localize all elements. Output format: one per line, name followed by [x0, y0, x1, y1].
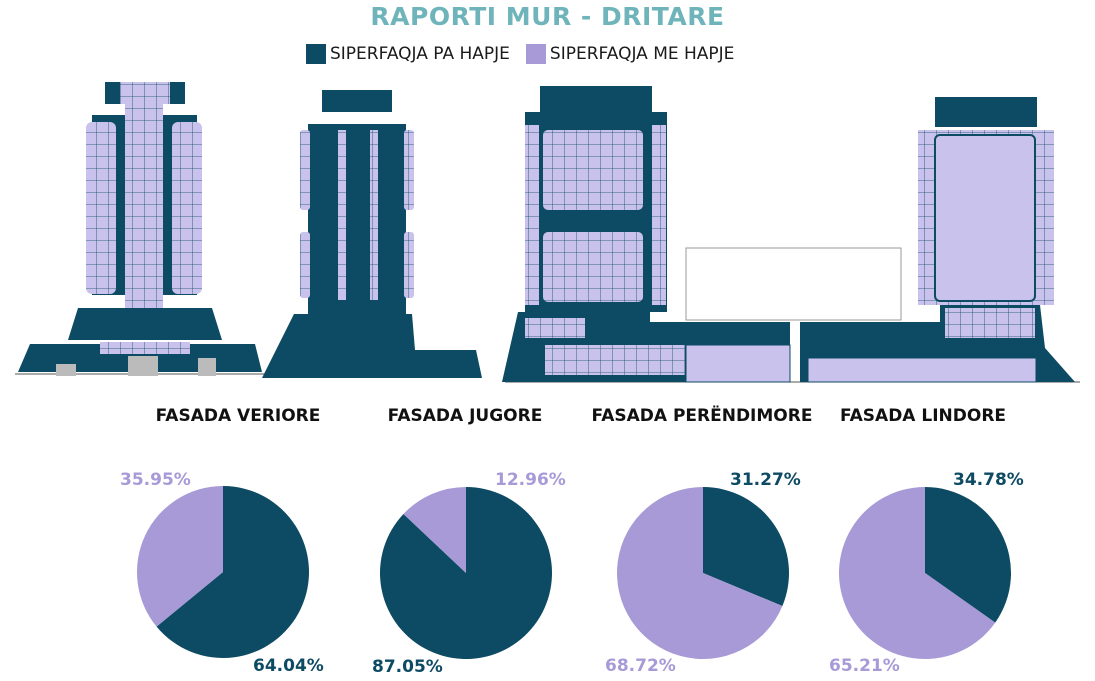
- pie-east-slice-opening: [839, 487, 996, 659]
- legend: SIPERFAQJA PA HAPJE SIPERFAQJA ME HAPJE: [306, 44, 750, 64]
- pie-west-slice-opening: [617, 487, 783, 659]
- facade-south-drawing: [262, 90, 482, 378]
- pie-south-slice-wall: [380, 487, 552, 659]
- pie-west-label-wall: 31.27%: [730, 470, 801, 490]
- pie-south-label-opening: 12.96%: [495, 470, 566, 490]
- facade-title-east: FASADA LINDORE: [839, 406, 1007, 426]
- legend-item-opening: SIPERFAQJA ME HAPJE: [525, 44, 735, 64]
- legend-swatch-wall: [306, 44, 326, 64]
- facade-east-drawing: [800, 97, 1075, 383]
- legend-label-wall: SIPERFAQJA PA HAPJE: [330, 44, 510, 64]
- chart-title: RAPORTI MUR - DRITARE: [370, 2, 725, 31]
- pie-south-label-wall: 87.05%: [372, 657, 443, 677]
- pie-east-slice-wall: [925, 487, 1011, 623]
- facade-north-drawing: [18, 82, 262, 376]
- pie-north-label-wall: 64.04%: [253, 656, 324, 676]
- facade-title-south: FASADA JUGORE: [387, 406, 543, 426]
- pie-west-slice-wall: [703, 487, 789, 607]
- legend-item-wall: SIPERFAQJA PA HAPJE: [306, 44, 510, 64]
- pie-north-label-opening: 35.95%: [120, 470, 191, 490]
- facade-title-west: FASADA PERËNDIMORE: [591, 406, 813, 426]
- pie-east-label-wall: 34.78%: [953, 470, 1024, 490]
- legend-label-opening: SIPERFAQJA ME HAPJE: [549, 44, 735, 64]
- pie-north-slice-wall: [156, 486, 310, 658]
- pie-north-slice-opening: [137, 486, 223, 627]
- legend-swatch-opening: [525, 44, 546, 64]
- facade-west-drawing: [502, 86, 902, 383]
- pie-south-slice-opening: [403, 487, 466, 573]
- facade-title-north: FASADA VERIORE: [155, 406, 321, 426]
- pie-east-label-opening: 65.21%: [829, 656, 900, 676]
- pie-west-label-opening: 68.72%: [605, 656, 676, 676]
